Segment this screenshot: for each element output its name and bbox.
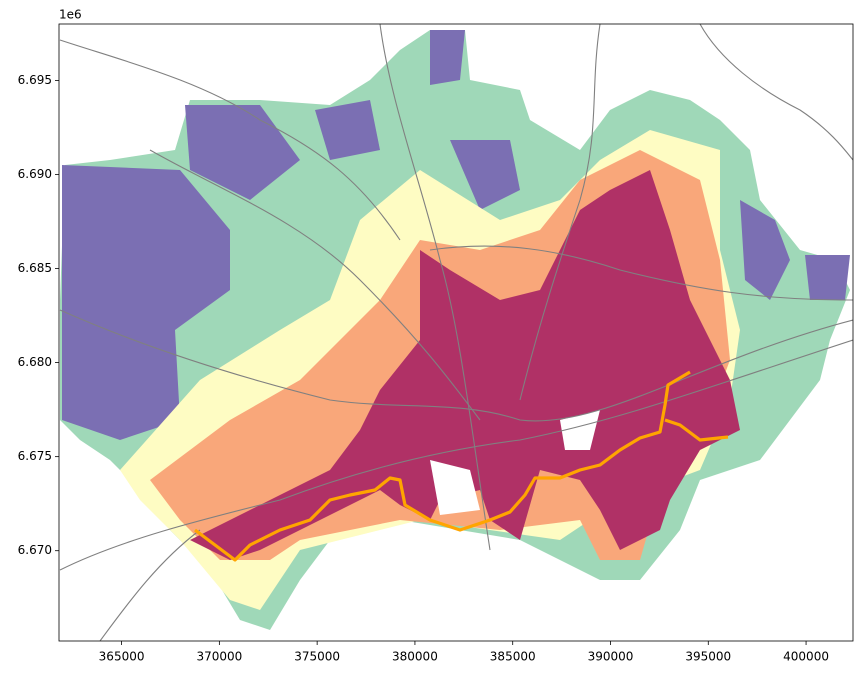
- road: [59, 339, 853, 571]
- gap: [560, 410, 600, 450]
- axes-frame: [58, 23, 854, 642]
- x-tick-label: 375000: [294, 650, 340, 664]
- ticks: 365000 370000 375000 380000 385000 390000 3950…: [18, 73, 829, 664]
- zone-purple: [740, 200, 790, 300]
- x-tick-label: 400000: [783, 650, 829, 664]
- road: [99, 529, 201, 641]
- x-tick-label: 385000: [490, 650, 536, 664]
- zone-purple: [805, 255, 850, 300]
- map-layers: [59, 24, 853, 641]
- y-tick-label: 6.670: [18, 543, 52, 557]
- y-tick-label: 6.690: [18, 167, 52, 181]
- zone-purple: [315, 100, 380, 160]
- y-tick-label: 6.680: [18, 355, 52, 369]
- y-tick-label: 6.675: [18, 449, 52, 463]
- road: [379, 24, 491, 551]
- x-tick-label: 370000: [196, 650, 242, 664]
- road: [59, 309, 853, 422]
- zone-purple: [185, 105, 300, 200]
- zone-purple: [62, 165, 230, 440]
- river: [194, 370, 729, 562]
- y-tick-label: 6.685: [18, 261, 52, 275]
- road: [519, 24, 601, 401]
- road: [699, 24, 853, 161]
- y-tick-label: 6.695: [18, 73, 52, 87]
- x-tick-label: 380000: [392, 650, 438, 664]
- zone-purple: [450, 140, 520, 210]
- road: [59, 39, 401, 241]
- offset-label: 1e6: [59, 8, 82, 22]
- road: [149, 149, 481, 421]
- x-tick-label: 395000: [685, 650, 731, 664]
- x-tick-label: 390000: [588, 650, 634, 664]
- x-tick-label: 365000: [99, 650, 145, 664]
- gap: [430, 460, 480, 515]
- road: [429, 245, 853, 301]
- zone-purple: [430, 30, 465, 85]
